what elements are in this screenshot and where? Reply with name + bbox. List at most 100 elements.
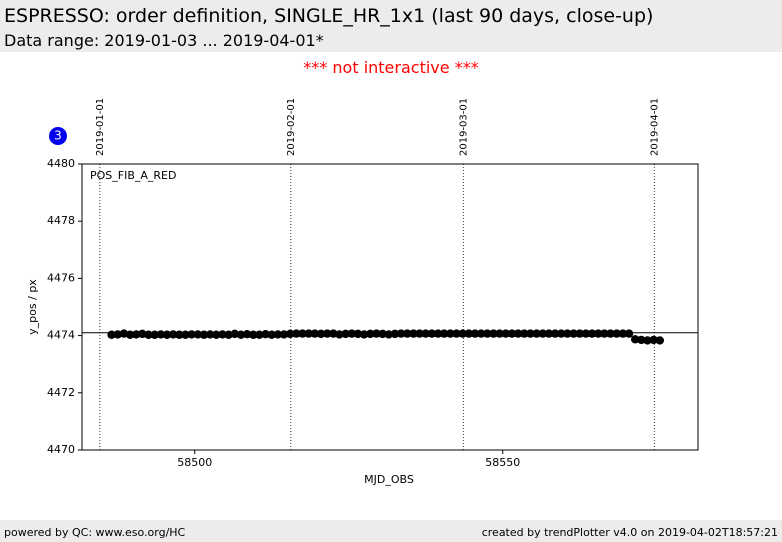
data-point (600, 329, 609, 338)
y-tick-label: 4480 (47, 157, 75, 170)
data-point (347, 329, 357, 338)
data-point (446, 329, 455, 338)
data-point (335, 330, 344, 339)
badge-circle (49, 127, 67, 145)
data-point (224, 330, 233, 339)
y-tick-label: 4474 (47, 329, 75, 342)
data-point (464, 329, 474, 338)
data-point (606, 329, 615, 338)
data-point (144, 330, 153, 339)
data-point (390, 329, 400, 339)
data-point (316, 329, 326, 339)
data-point (366, 329, 375, 339)
data-point (396, 329, 406, 338)
data-point (181, 330, 190, 339)
y-tick-label: 4478 (47, 214, 75, 227)
data-point (563, 329, 572, 338)
data-point (532, 329, 541, 338)
date-label: 2019-01-01 (95, 98, 106, 156)
data-point (618, 329, 628, 338)
data-point (594, 329, 603, 338)
header: ESPRESSO: order definition, SINGLE_HR_1x… (0, 0, 782, 52)
data-point (427, 329, 437, 338)
data-point (304, 329, 313, 338)
date-label: 2019-04-01 (649, 98, 660, 156)
data-point (310, 329, 320, 338)
data-point (286, 329, 295, 339)
data-point (150, 330, 159, 339)
x-tick-label: 58550 (485, 456, 520, 469)
data-point (520, 329, 529, 338)
data-point (507, 329, 517, 338)
data-point (249, 330, 258, 339)
data-point (261, 329, 270, 339)
data-point (359, 330, 369, 339)
x-axis-label: MJD_OBS (364, 473, 414, 486)
data-point (569, 329, 578, 338)
data-point (132, 330, 141, 339)
data-point (624, 329, 634, 338)
data-point (581, 329, 591, 338)
data-point (205, 330, 215, 339)
data-point (538, 329, 547, 338)
data-point (643, 336, 652, 345)
y-axis-label: y_pos / px (26, 279, 39, 335)
data-point (168, 330, 178, 339)
annotation: POS_FIB_A_RED (90, 169, 176, 182)
footer: powered by QC: www.eso.org/HC created by… (0, 520, 782, 542)
data-point (187, 330, 196, 339)
data-point (403, 329, 412, 338)
data-point (409, 329, 418, 338)
data-point (575, 329, 584, 338)
data-point (415, 329, 424, 338)
data-point (218, 330, 227, 339)
title: ESPRESSO: order definition, SINGLE_HR_1x… (4, 5, 654, 27)
data-point (433, 329, 443, 338)
data-point (138, 329, 147, 339)
badge: 3 (54, 129, 62, 143)
data-point (544, 329, 554, 338)
subtitle: Data range: 2019-01-03 ... 2019-04-01* (4, 31, 324, 50)
notice: *** not interactive *** (303, 58, 479, 77)
date-label: 2019-03-01 (458, 98, 469, 156)
y-tick-label: 4476 (47, 271, 75, 284)
data-point (649, 335, 658, 345)
data-point (236, 330, 246, 339)
plot-frame (81, 163, 699, 451)
data-point (421, 329, 430, 338)
data-point (550, 329, 560, 338)
data-point (452, 329, 461, 338)
date-label: 2019-02-01 (286, 98, 297, 156)
x-tick-label: 58500 (177, 456, 212, 469)
data-point (458, 329, 467, 338)
data-point (440, 329, 449, 338)
data-point (175, 330, 184, 339)
data-point (483, 329, 492, 338)
data-point (612, 329, 621, 338)
data-point (476, 329, 486, 338)
data-point (513, 329, 523, 338)
data-point (353, 329, 363, 339)
data-point (557, 329, 566, 338)
data-point (372, 329, 381, 338)
data-point (212, 330, 221, 339)
y-tick-label: 4470 (47, 443, 75, 456)
data-point (242, 329, 252, 339)
data-point (378, 329, 387, 339)
data-point (329, 329, 338, 338)
data-point (273, 330, 283, 339)
data-point (193, 330, 203, 339)
footer-right: created by trendPlotter v4.0 on 2019-04-… (481, 526, 778, 539)
data-point (470, 329, 480, 338)
data-point (526, 329, 535, 338)
data-point (255, 330, 264, 339)
data-point (587, 329, 597, 338)
data-point (267, 330, 276, 339)
data-point (279, 330, 289, 339)
y-tick-label: 4472 (47, 386, 75, 399)
data-point (230, 329, 239, 339)
data-point (637, 335, 646, 345)
footer-left: powered by QC: www.eso.org/HC (4, 526, 186, 539)
